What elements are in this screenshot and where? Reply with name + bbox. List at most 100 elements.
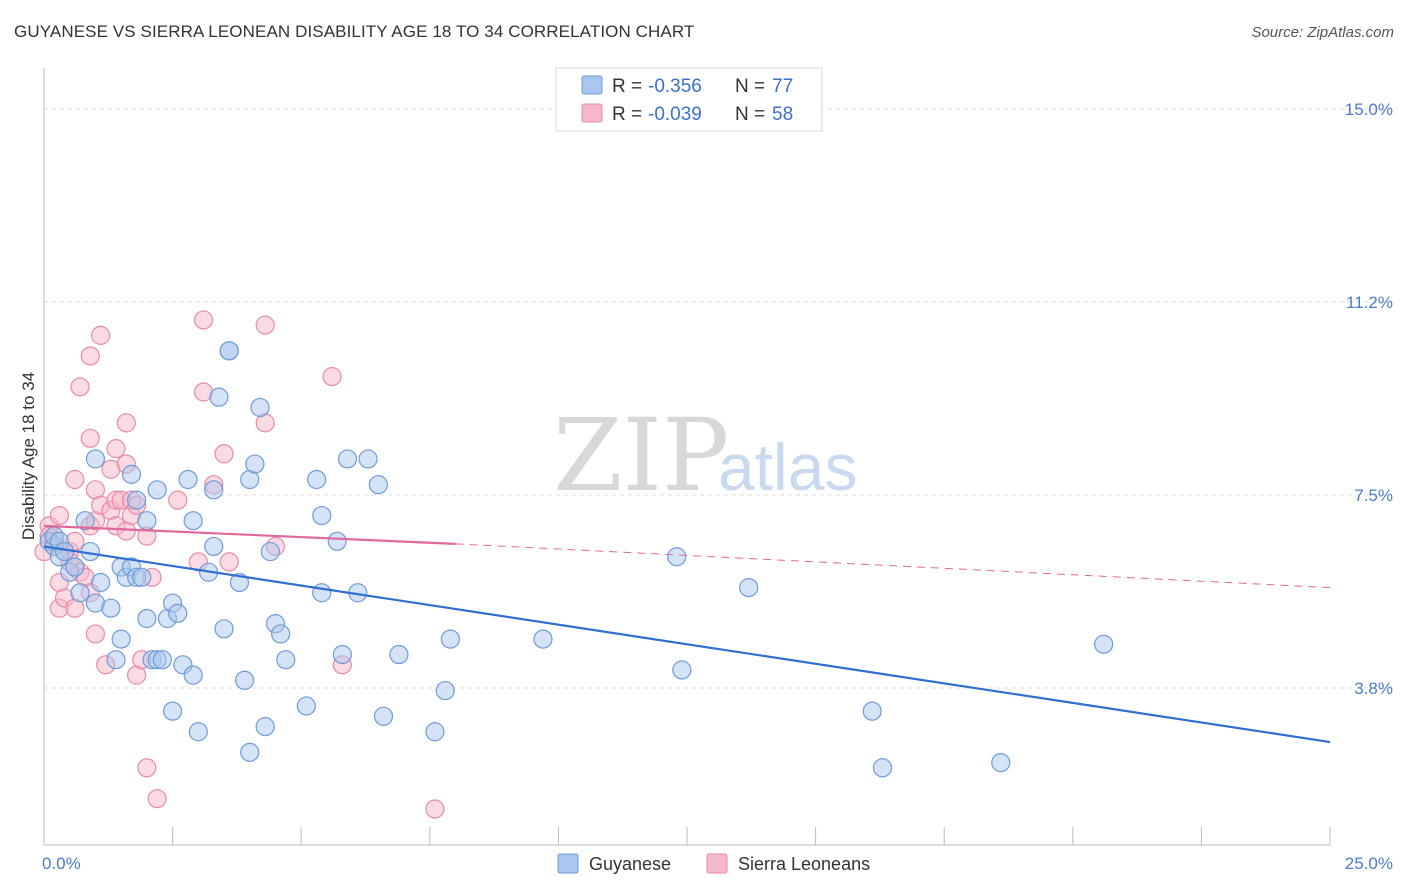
point-guyanese-37	[183, 665, 203, 685]
point-sierra-46	[168, 490, 188, 510]
legend-r-label-guyanese: R =	[612, 76, 642, 97]
point-guyanese-67	[373, 706, 394, 726]
y-axis-label: Disability Age 18 to 34	[19, 372, 38, 540]
watermark: ZIP atlas	[553, 397, 857, 514]
point-guyanese-41	[204, 480, 224, 500]
ticks-layer: 15.0% 11.2% 7.5% 3.8% 0.0% 25.0%	[42, 100, 1393, 873]
axes-layer	[43, 68, 1331, 846]
point-guyanese-32	[163, 701, 183, 721]
point-guyanese-78	[991, 753, 1011, 773]
point-guyanese-74	[672, 660, 692, 680]
point-guyanese-56	[276, 650, 296, 670]
point-sierra-51	[214, 444, 234, 464]
point-guyanese-58	[307, 469, 327, 490]
point-sierra-49	[193, 310, 214, 330]
point-guyanese-33	[168, 603, 188, 623]
point-guyanese-45	[219, 341, 239, 361]
legend-r-value-guyanese: -0.356	[648, 76, 702, 97]
point-guyanese-57	[296, 696, 316, 716]
point-sierra-5	[49, 505, 70, 526]
point-sierra-45	[147, 789, 167, 809]
bottom-legend: Guyanese Sierra Leoneans	[557, 853, 870, 874]
y-tick-label-0: 15.0%	[1345, 100, 1393, 119]
point-guyanese-49	[240, 742, 260, 762]
point-guyanese-14	[101, 598, 121, 618]
point-guyanese-52	[255, 717, 275, 737]
bottom-legend-swatch-sierra	[706, 853, 728, 874]
legend-r-label-sierra: R =	[612, 104, 642, 125]
point-guyanese-43	[214, 619, 234, 639]
point-guyanese-66	[368, 475, 388, 495]
point-guyanese-11	[85, 449, 106, 469]
point-guyanese-59	[312, 505, 332, 526]
source-label: Source: ZipAtlas.com	[1251, 24, 1394, 41]
point-guyanese-28	[147, 480, 167, 500]
point-guyanese-55	[271, 624, 291, 644]
point-guyanese-53	[260, 541, 280, 562]
point-guyanese-62	[332, 644, 352, 665]
point-guyanese-51	[250, 397, 270, 418]
point-sierra-52	[219, 552, 239, 572]
point-guyanese-65	[358, 449, 378, 469]
legend-n-value-guyanese: 77	[772, 76, 793, 97]
legend-swatch-sierra	[581, 103, 603, 123]
chart-title: GUYANESE VS SIERRA LEONEAN DISABILITY AG…	[14, 22, 695, 41]
point-guyanese-25	[137, 511, 157, 531]
point-guyanese-68	[389, 644, 409, 665]
point-sierra-58	[425, 799, 445, 819]
trend-line-sierra-extension	[455, 543, 1331, 589]
point-sierra-19	[80, 428, 100, 448]
point-sierra-35	[116, 413, 136, 433]
y-tick-label-2: 7.5%	[1354, 486, 1393, 505]
point-guyanese-35	[178, 469, 198, 490]
point-sierra-26	[90, 325, 111, 345]
point-guyanese-38	[188, 722, 208, 742]
point-guyanese-21	[126, 490, 147, 510]
point-sierra-16	[70, 377, 90, 397]
point-sierra-54	[255, 315, 275, 335]
trend-line-sierra	[43, 524, 456, 545]
point-guyanese-76	[862, 701, 882, 721]
y-tick-label-3: 3.8%	[1354, 679, 1393, 698]
trend-line-guyanese	[43, 545, 1331, 744]
point-guyanese-60	[312, 583, 332, 603]
point-guyanese-77	[872, 758, 893, 778]
point-guyanese-79	[1094, 634, 1114, 654]
point-sierra-21	[80, 346, 100, 366]
bottom-legend-label-sierra: Sierra Leoneans	[738, 854, 870, 874]
point-guyanese-50	[245, 454, 265, 474]
point-guyanese-13	[90, 572, 111, 593]
point-guyanese-75	[739, 578, 759, 598]
point-sierra-22	[85, 624, 106, 644]
legend-swatch-guyanese	[581, 75, 603, 95]
point-guyanese-9	[75, 511, 95, 531]
point-sierra-14	[65, 469, 85, 490]
point-guyanese-24	[137, 608, 157, 629]
point-guyanese-72	[533, 629, 553, 649]
watermark-atlas: atlas	[718, 430, 857, 504]
watermark-zip: ZIP	[553, 397, 729, 514]
point-guyanese-16	[111, 629, 131, 649]
point-guyanese-15	[106, 650, 126, 670]
point-guyanese-47	[235, 670, 255, 690]
point-guyanese-73	[667, 547, 687, 567]
y-tick-label-1: 11.2%	[1346, 293, 1393, 312]
point-guyanese-42	[209, 387, 229, 407]
point-sierra-56	[322, 366, 342, 387]
point-guyanese-29	[152, 650, 172, 670]
point-guyanese-36	[183, 511, 203, 531]
point-guyanese-23	[132, 567, 152, 587]
bottom-legend-label-guyanese: Guyanese	[589, 854, 671, 874]
legend: R = -0.356 N = 77 R = -0.039 N = 58	[555, 67, 823, 132]
legend-r-value-sierra: -0.039	[648, 104, 702, 125]
legend-n-label-guyanese: N =	[735, 76, 765, 97]
point-guyanese-7	[65, 557, 85, 577]
points-layer	[34, 310, 1114, 819]
point-guyanese-71	[440, 629, 460, 649]
point-guyanese-46	[229, 572, 250, 593]
x-tick-label-1: 25.0%	[1345, 854, 1393, 873]
point-guyanese-40	[204, 536, 224, 557]
trend-layer	[43, 524, 1331, 744]
point-guyanese-8	[70, 583, 90, 603]
